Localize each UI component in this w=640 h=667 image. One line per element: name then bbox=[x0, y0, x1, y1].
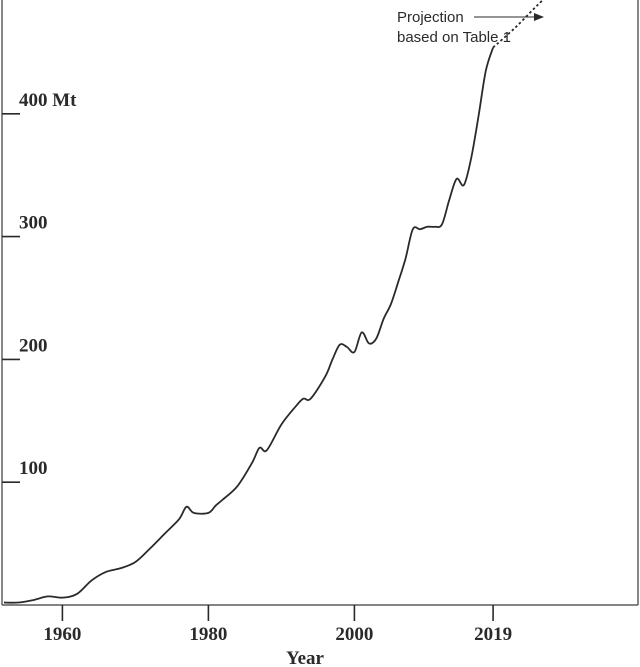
series-layer bbox=[3, 0, 545, 604]
x-axis-title: Year bbox=[286, 648, 325, 667]
y-tick-label: 100 bbox=[19, 458, 48, 479]
annotation-line-2: based on Table 1 bbox=[397, 29, 511, 46]
historical-series-line bbox=[3, 47, 494, 604]
y-tick-label: 300 bbox=[19, 213, 48, 234]
projection-annotation: Projection based on Table 1 bbox=[397, 9, 544, 46]
y-tick-label: 400 Mt bbox=[19, 90, 77, 111]
x-tick-label: 1960 bbox=[43, 624, 81, 645]
y-tick-label: 200 bbox=[19, 335, 48, 356]
x-tick-label: 1980 bbox=[189, 624, 227, 645]
annotation-line-1: Projection bbox=[397, 9, 464, 26]
y-axis-ticks: 100 200 300 400 Mt bbox=[2, 90, 77, 484]
x-tick-label: 2019 bbox=[474, 624, 512, 645]
x-axis-ticks: 1960 1980 2000 2019 bbox=[43, 605, 512, 645]
x-tick-label: 2000 bbox=[335, 624, 373, 645]
